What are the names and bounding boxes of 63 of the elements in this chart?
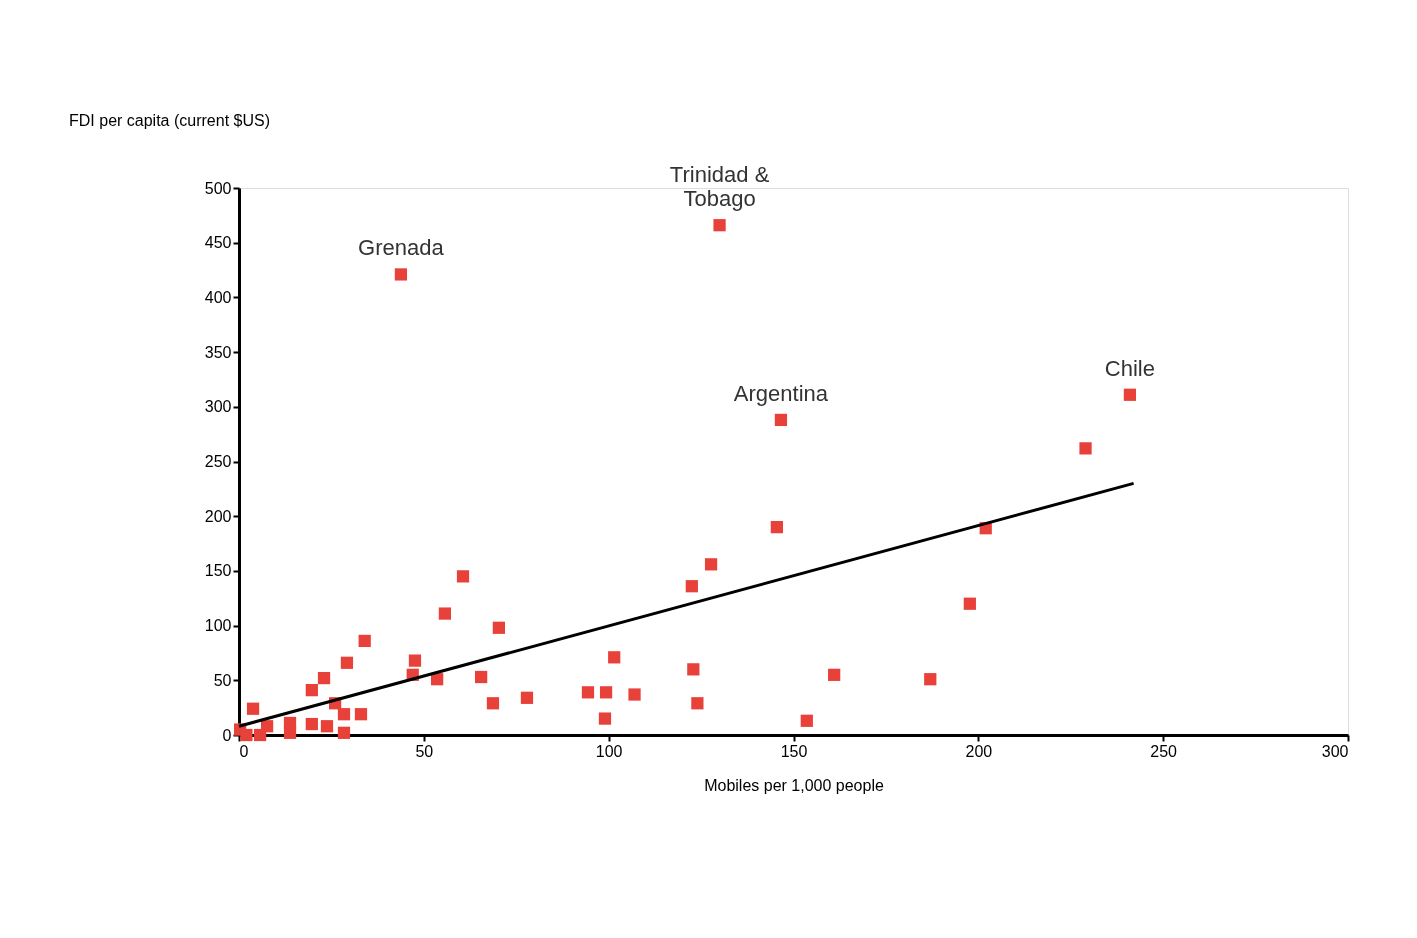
- x-tick-label: 150: [780, 742, 808, 760]
- point: [628, 688, 641, 701]
- x-tick-label: 300: [1321, 742, 1349, 760]
- point: [520, 691, 534, 704]
- point: [770, 521, 783, 534]
- point: [305, 717, 318, 731]
- point: [240, 728, 253, 742]
- point: [408, 654, 422, 667]
- point: [774, 413, 788, 427]
- y-tick-label: 450: [204, 234, 232, 252]
- point: [394, 268, 408, 281]
- point: [598, 712, 612, 725]
- y-tick-label: 350: [204, 343, 232, 361]
- point: [305, 684, 318, 697]
- point: [358, 634, 371, 648]
- point: [1079, 442, 1092, 455]
- point: [486, 697, 500, 710]
- point: [354, 708, 368, 721]
- point: [704, 558, 718, 571]
- y-tick-label: 150: [204, 562, 232, 580]
- point: [828, 668, 841, 681]
- x-tick-label: 100: [595, 742, 623, 760]
- point: [283, 726, 297, 739]
- annotation: Argentina: [733, 380, 829, 406]
- point: [475, 670, 488, 684]
- y-tick-label: 300: [204, 398, 232, 416]
- point: [438, 607, 452, 620]
- point: [800, 714, 813, 727]
- x-tick-label: 250: [1150, 742, 1178, 760]
- point: [337, 726, 351, 739]
- point: [456, 570, 470, 583]
- y-tick-label: 200: [204, 507, 232, 525]
- y-axis-title: FDI per capita (current $US): [69, 111, 270, 129]
- point: [340, 656, 354, 669]
- x-tick-label: 200: [965, 742, 993, 760]
- point: [599, 686, 613, 699]
- y-tick-label: 500: [204, 179, 232, 197]
- point: [963, 597, 976, 610]
- annotation: Trinidad & Tobago: [669, 162, 770, 212]
- point: [492, 621, 505, 634]
- point: [581, 686, 595, 699]
- point: [260, 720, 274, 733]
- point: [246, 702, 260, 715]
- y-tick-label: 0: [222, 726, 232, 744]
- x-axis-title: Mobiles per 1,000 people: [704, 776, 884, 794]
- annotation: Chile: [1104, 355, 1155, 381]
- point: [320, 720, 334, 733]
- y-tick-label: 250: [204, 453, 232, 470]
- point: [317, 671, 331, 685]
- annotation: Grenada: [358, 235, 445, 261]
- point: [691, 697, 704, 710]
- y-tick-label: 100: [204, 617, 232, 635]
- point: [608, 651, 621, 664]
- point: [1123, 388, 1137, 401]
- point: [687, 663, 700, 676]
- point: [713, 219, 726, 232]
- point: [337, 708, 351, 721]
- point: [685, 580, 698, 593]
- point: [924, 673, 937, 686]
- y-tick-label: 50: [213, 671, 232, 689]
- y-tick-label: 400: [204, 288, 232, 306]
- x-tick-label: 0: [239, 742, 249, 760]
- x-tick-label: 50: [415, 742, 434, 760]
